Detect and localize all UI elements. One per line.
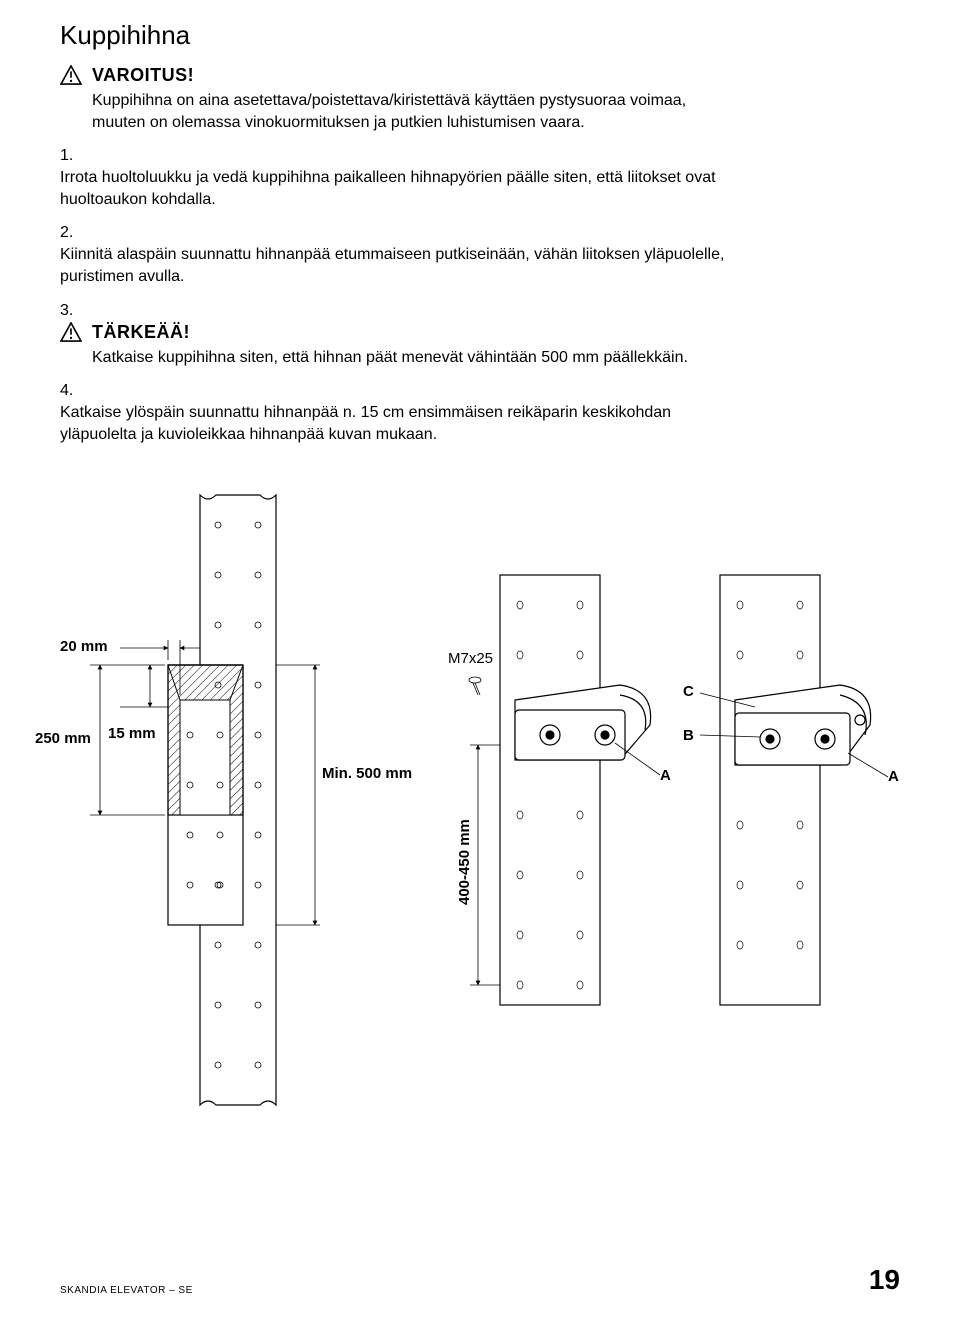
- warning-label: VAROITUS!: [92, 65, 194, 86]
- step-2-text: Kiinnitä alaspäin suunnattu hihnanpää et…: [60, 244, 740, 287]
- step-4-number: 4.: [60, 382, 900, 400]
- step-2-number: 2.: [60, 224, 900, 242]
- important-text: Katkaise kuppihihna siten, että hihnan p…: [92, 347, 712, 369]
- label-A-1: A: [660, 767, 671, 784]
- dim-min500: Min. 500 mm: [322, 765, 412, 782]
- page-footer: SKANDIA ELEVATOR – SE 19: [60, 1264, 900, 1296]
- page-title: Kuppihihna: [60, 20, 900, 51]
- label-m7x25: M7x25: [448, 650, 493, 667]
- label-B: B: [683, 727, 694, 744]
- right-clamp-diagram: [700, 575, 888, 1005]
- dim-400-450: 400-450 mm: [456, 819, 473, 905]
- dim-20mm: 20 mm: [60, 638, 108, 655]
- middle-clamp-diagram: [469, 575, 660, 1005]
- footer-brand: SKANDIA ELEVATOR – SE: [60, 1285, 193, 1296]
- important-label: TÄRKEÄÄ!: [92, 322, 190, 343]
- step-4-text: Katkaise ylöspäin suunnattu hihnanpää n.…: [60, 402, 740, 445]
- warning-icon: [60, 65, 82, 85]
- dim-15mm: 15 mm: [108, 725, 156, 742]
- page-number: 19: [869, 1264, 900, 1296]
- label-C: C: [683, 683, 694, 700]
- warning-block: VAROITUS!: [60, 65, 900, 86]
- label-A-2: A: [888, 768, 899, 785]
- warning-text: Kuppihihna on aina asetettava/poistettav…: [92, 90, 712, 133]
- step-1-text: Irrota huoltoluukku ja vedä kuppihihna p…: [60, 167, 740, 210]
- step-1-number: 1.: [60, 147, 900, 165]
- technical-diagram: 20 mm 15 mm 250 mm Min. 500 mm 400-450 m…: [60, 485, 900, 1125]
- left-belt-diagram: [90, 495, 320, 1105]
- dim-250mm: 250 mm: [35, 730, 91, 747]
- step-3-number: 3.: [60, 302, 900, 320]
- warning-icon: [60, 322, 82, 342]
- important-block: TÄRKEÄÄ!: [60, 322, 900, 343]
